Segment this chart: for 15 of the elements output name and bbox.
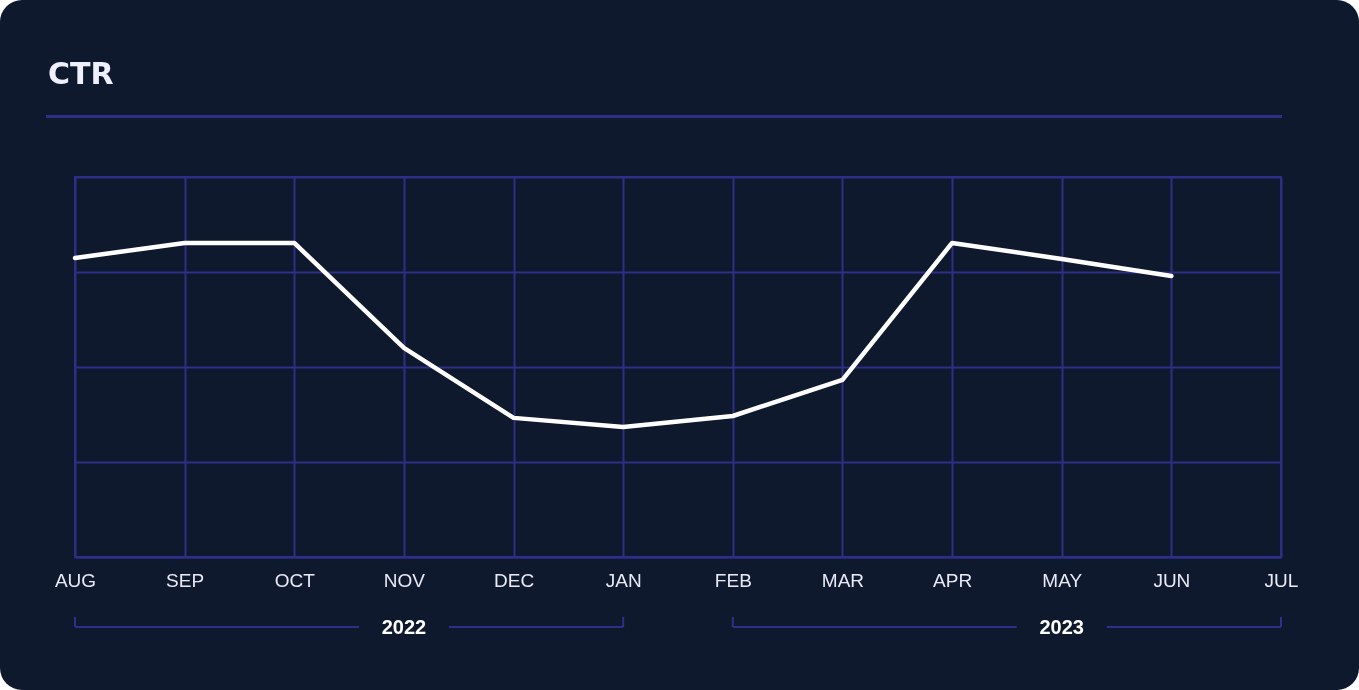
x-tick-label: SEP (166, 569, 205, 591)
x-tick-label: MAY (1042, 569, 1083, 591)
x-tick-label: JAN (605, 569, 642, 591)
x-tick-label: JUL (1264, 569, 1299, 591)
x-tick-label: NOV (383, 569, 426, 591)
chart-title: CTR (48, 56, 114, 91)
x-tick-label: OCT (274, 569, 316, 591)
x-tick-label: AUG (54, 569, 97, 591)
x-tick-label: DEC (493, 569, 535, 591)
x-tick-label: APR (933, 569, 973, 591)
x-tick-label: FEB (714, 569, 752, 591)
x-tick-label: JUN (1153, 569, 1191, 591)
x-tick-label: MAR (821, 569, 865, 591)
text: 2022 (381, 616, 427, 638)
text: 2023 (1039, 616, 1084, 638)
